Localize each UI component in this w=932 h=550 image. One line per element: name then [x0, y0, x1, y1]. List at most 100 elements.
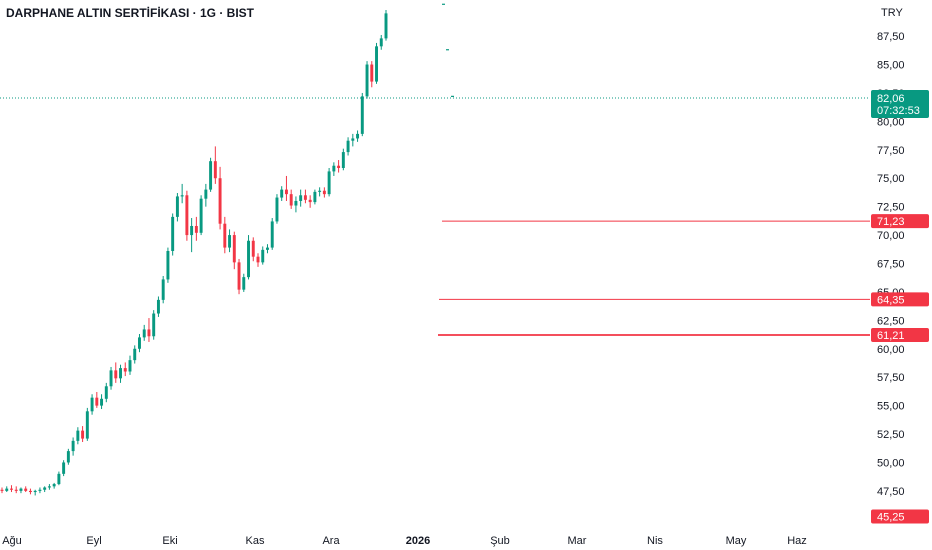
candle[interactable] — [218, 166, 222, 230]
candle[interactable] — [261, 246, 265, 265]
candle[interactable] — [266, 244, 269, 254]
candle[interactable] — [270, 218, 274, 250]
candle[interactable] — [341, 148, 345, 171]
candle[interactable] — [351, 133, 355, 147]
candle[interactable] — [318, 187, 322, 197]
candle-body — [213, 161, 217, 179]
candle[interactable] — [209, 157, 213, 192]
candle-body — [199, 198, 203, 233]
candle[interactable] — [66, 448, 70, 465]
y-tick-label: 50,00 — [877, 457, 905, 469]
candle[interactable] — [251, 237, 255, 262]
level-badge-bg — [871, 292, 929, 307]
candle[interactable] — [346, 137, 350, 156]
candle[interactable] — [147, 318, 151, 342]
candle[interactable] — [156, 296, 160, 317]
candle[interactable] — [256, 253, 260, 267]
candle[interactable] — [47, 484, 51, 490]
candle[interactable] — [232, 231, 236, 270]
candle[interactable] — [332, 162, 336, 176]
candle[interactable] — [38, 487, 42, 494]
x-tick-label: Ağu — [2, 535, 22, 547]
candle[interactable] — [43, 486, 47, 493]
candle[interactable] — [28, 488, 32, 495]
candle-body — [379, 38, 383, 47]
candle[interactable] — [138, 333, 141, 353]
candle-body — [360, 96, 364, 134]
candle-body — [308, 199, 312, 203]
candle[interactable] — [213, 146, 217, 184]
candle[interactable] — [5, 486, 9, 493]
candle-body — [180, 195, 184, 197]
candle[interactable] — [10, 485, 13, 493]
time-axis[interactable]: Ağu Eyl Eki Kas Ara 2026 Şub Mar Nis May Haz — [2, 535, 807, 547]
candle[interactable] — [228, 229, 232, 253]
candle[interactable] — [299, 189, 303, 207]
candle[interactable] — [114, 362, 118, 383]
candle-body — [156, 299, 160, 314]
candle[interactable] — [284, 175, 288, 201]
candle[interactable] — [166, 247, 170, 283]
candle[interactable] — [190, 218, 194, 253]
candle[interactable] — [161, 276, 165, 304]
candle[interactable] — [104, 382, 108, 403]
candle[interactable] — [19, 487, 23, 494]
candle[interactable] — [133, 345, 137, 364]
candle[interactable] — [171, 213, 175, 256]
candle[interactable] — [247, 235, 250, 280]
candle[interactable] — [199, 195, 203, 236]
candle[interactable] — [204, 183, 208, 207]
candle[interactable] — [128, 355, 132, 375]
candle[interactable] — [275, 194, 279, 224]
candle[interactable] — [123, 362, 127, 377]
candle[interactable] — [237, 258, 241, 295]
candle[interactable] — [14, 486, 18, 494]
candle[interactable] — [384, 9, 388, 41]
candle[interactable] — [52, 482, 56, 489]
candle-body — [52, 484, 56, 487]
candle[interactable] — [100, 394, 104, 410]
candle[interactable] — [223, 216, 227, 254]
candle[interactable] — [337, 160, 341, 173]
candle[interactable] — [194, 216, 198, 241]
candle[interactable] — [90, 394, 94, 415]
candle-body — [284, 189, 288, 195]
candle-body — [152, 313, 156, 337]
candle[interactable] — [71, 437, 75, 456]
candle[interactable] — [62, 460, 66, 477]
candle[interactable] — [313, 189, 317, 205]
candle[interactable] — [85, 407, 89, 441]
candle[interactable] — [0, 487, 4, 494]
candle[interactable] — [375, 42, 378, 84]
x-tick-label: 2026 — [406, 535, 430, 547]
candle[interactable] — [280, 186, 284, 201]
candle[interactable] — [303, 189, 307, 204]
candle[interactable] — [360, 92, 364, 137]
candle[interactable] — [81, 426, 85, 443]
candle[interactable] — [180, 183, 184, 204]
candle[interactable] — [76, 427, 80, 445]
candle-body — [341, 152, 345, 168]
candlestick-series[interactable] — [0, 3, 454, 496]
candle[interactable] — [322, 187, 326, 198]
candle[interactable] — [109, 366, 113, 390]
candle[interactable] — [379, 34, 383, 50]
candle[interactable] — [142, 324, 146, 341]
candle[interactable] — [289, 189, 293, 209]
candle[interactable] — [365, 61, 369, 99]
candle[interactable] — [370, 61, 374, 88]
candle[interactable] — [242, 273, 246, 292]
candle[interactable] — [95, 391, 99, 408]
candle[interactable] — [119, 364, 122, 383]
candle[interactable] — [185, 190, 189, 241]
candle[interactable] — [175, 193, 179, 222]
candle[interactable] — [294, 196, 298, 213]
candle[interactable] — [57, 471, 61, 486]
candle[interactable] — [24, 486, 28, 493]
candle[interactable] — [327, 167, 331, 197]
candle[interactable] — [356, 130, 360, 142]
candle[interactable] — [152, 310, 156, 340]
candle[interactable] — [33, 489, 37, 496]
candle[interactable] — [308, 195, 312, 208]
